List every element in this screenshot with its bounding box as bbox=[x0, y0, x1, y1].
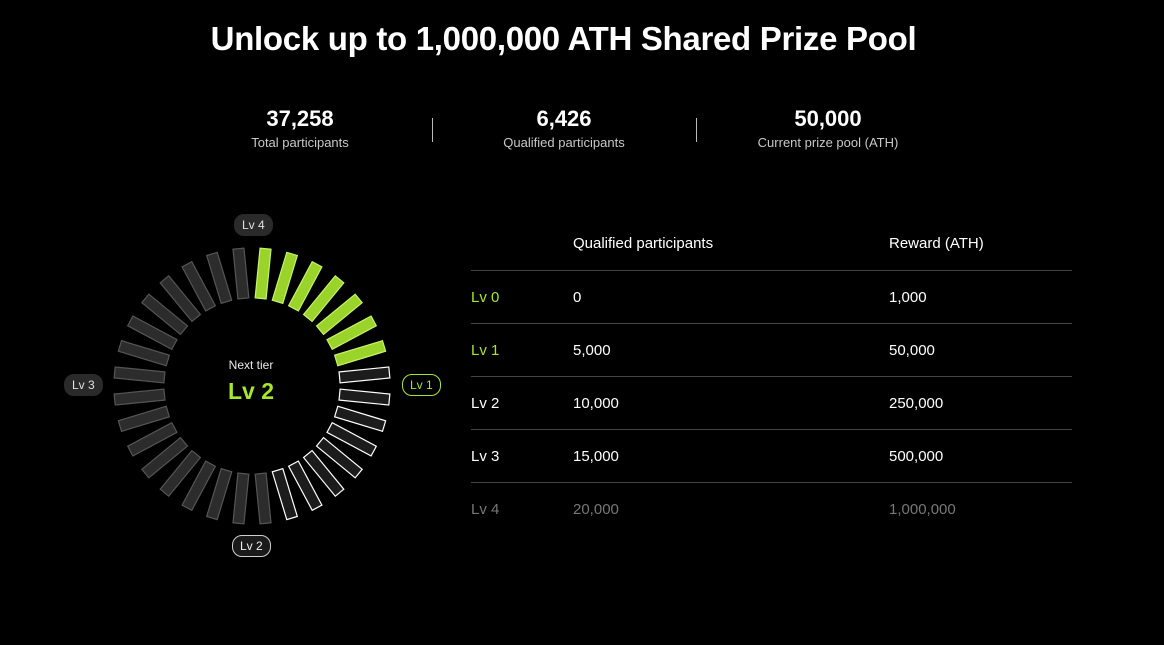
ring-segment bbox=[205, 251, 233, 305]
header-qualified: Qualified participants bbox=[573, 217, 889, 271]
ring-segment bbox=[159, 274, 202, 323]
ring-segment-filled bbox=[254, 247, 272, 300]
ring-segment bbox=[232, 472, 250, 525]
tier-progress-ring bbox=[113, 247, 391, 525]
next-tier-value: Lv 2 bbox=[227, 378, 275, 404]
header-level bbox=[471, 217, 573, 271]
row-qualified: 20,000 bbox=[573, 500, 619, 518]
ring-segment bbox=[126, 315, 178, 351]
row-qualified: 5,000 bbox=[573, 323, 889, 377]
header-reward: Reward (ATH) bbox=[889, 217, 1072, 271]
ring-segment-filled bbox=[287, 260, 323, 312]
ring-segment bbox=[126, 421, 178, 457]
stat-label: Total participants bbox=[251, 135, 349, 150]
ring-segment bbox=[315, 436, 364, 479]
ring-segment bbox=[232, 247, 250, 300]
ring-segment-filled bbox=[333, 339, 387, 367]
ring-segment bbox=[338, 366, 391, 384]
row-qualified: 15,000 bbox=[573, 429, 889, 483]
tier-progress-wheel: Lv 4 Lv 3 Lv 2 Lv 1 Next tier Lv 2 bbox=[60, 210, 444, 562]
row-reward: 1,000,000 bbox=[889, 500, 956, 518]
row-level: Lv 3 bbox=[471, 429, 573, 483]
stat-value: 50,000 bbox=[794, 106, 862, 131]
ring-segment bbox=[113, 388, 166, 406]
wheel-badge-lv1: Lv 1 bbox=[402, 374, 441, 396]
row-qualified: 10,000 bbox=[573, 376, 889, 430]
row-reward: 1,000 bbox=[889, 270, 1072, 324]
ring-segment bbox=[302, 449, 345, 498]
row-qualified: 0 bbox=[573, 270, 889, 324]
stat-value: 37,258 bbox=[266, 106, 334, 131]
ring-segment bbox=[113, 366, 166, 384]
ring-segment bbox=[205, 467, 233, 521]
ring-segment bbox=[181, 260, 217, 312]
table-row: Lv 0 0 1,000 bbox=[471, 270, 1072, 324]
stat-prize-pool: 50,000 Current prize pool (ATH) bbox=[696, 104, 960, 150]
stat-label: Current prize pool (ATH) bbox=[757, 135, 899, 150]
ring-segment bbox=[159, 449, 202, 498]
ring-segment bbox=[140, 293, 189, 336]
ring-segment bbox=[117, 405, 171, 433]
table-row: Lv 4 20,000 1,000,000 bbox=[471, 483, 1072, 536]
ring-segment bbox=[333, 405, 387, 433]
stat-label: Qualified participants bbox=[503, 135, 625, 150]
table-row: Lv 1 5,000 50,000 bbox=[471, 323, 1072, 377]
ring-segment bbox=[254, 472, 272, 525]
ring-segment bbox=[338, 388, 391, 406]
stats-bar: 37,258 Total participants 6,426 Qualifie… bbox=[168, 104, 960, 150]
row-reward: 50,000 bbox=[889, 323, 1072, 377]
ring-segment bbox=[271, 467, 299, 521]
ring-segment-filled bbox=[302, 274, 345, 323]
row-level: Lv 2 bbox=[471, 376, 573, 430]
stat-value: 6,426 bbox=[536, 106, 592, 131]
row-reward: 250,000 bbox=[889, 376, 1072, 430]
ring-segment bbox=[287, 460, 323, 512]
wheel-badge-lv2: Lv 2 bbox=[232, 535, 271, 557]
ring-segment bbox=[140, 436, 189, 479]
ring-segment-filled bbox=[271, 251, 299, 305]
table-row: Lv 3 15,000 500,000 bbox=[471, 429, 1072, 483]
row-reward: 500,000 bbox=[889, 429, 1072, 483]
row-level: Lv 4 bbox=[471, 500, 500, 518]
ring-segment bbox=[181, 460, 217, 512]
ring-segment bbox=[326, 421, 378, 457]
page-title: Unlock up to 1,000,000 ATH Shared Prize … bbox=[210, 20, 917, 57]
ring-segment-filled bbox=[326, 315, 378, 351]
tier-table: Qualified participants Reward (ATH) Lv 0… bbox=[471, 217, 1072, 535]
wheel-badge-lv4: Lv 4 bbox=[234, 214, 273, 236]
tier-table-header: Qualified participants Reward (ATH) bbox=[471, 217, 1072, 271]
ring-segment bbox=[117, 339, 171, 367]
next-tier-label: Next tier bbox=[228, 358, 274, 372]
ring-segment-filled bbox=[315, 293, 364, 336]
row-level: Lv 0 bbox=[471, 270, 573, 324]
stat-qualified-participants: 6,426 Qualified participants bbox=[432, 104, 696, 150]
stat-total-participants: 37,258 Total participants bbox=[168, 104, 432, 150]
wheel-badge-lv3: Lv 3 bbox=[64, 374, 103, 396]
row-level: Lv 1 bbox=[471, 323, 573, 377]
table-row: Lv 2 10,000 250,000 bbox=[471, 376, 1072, 430]
